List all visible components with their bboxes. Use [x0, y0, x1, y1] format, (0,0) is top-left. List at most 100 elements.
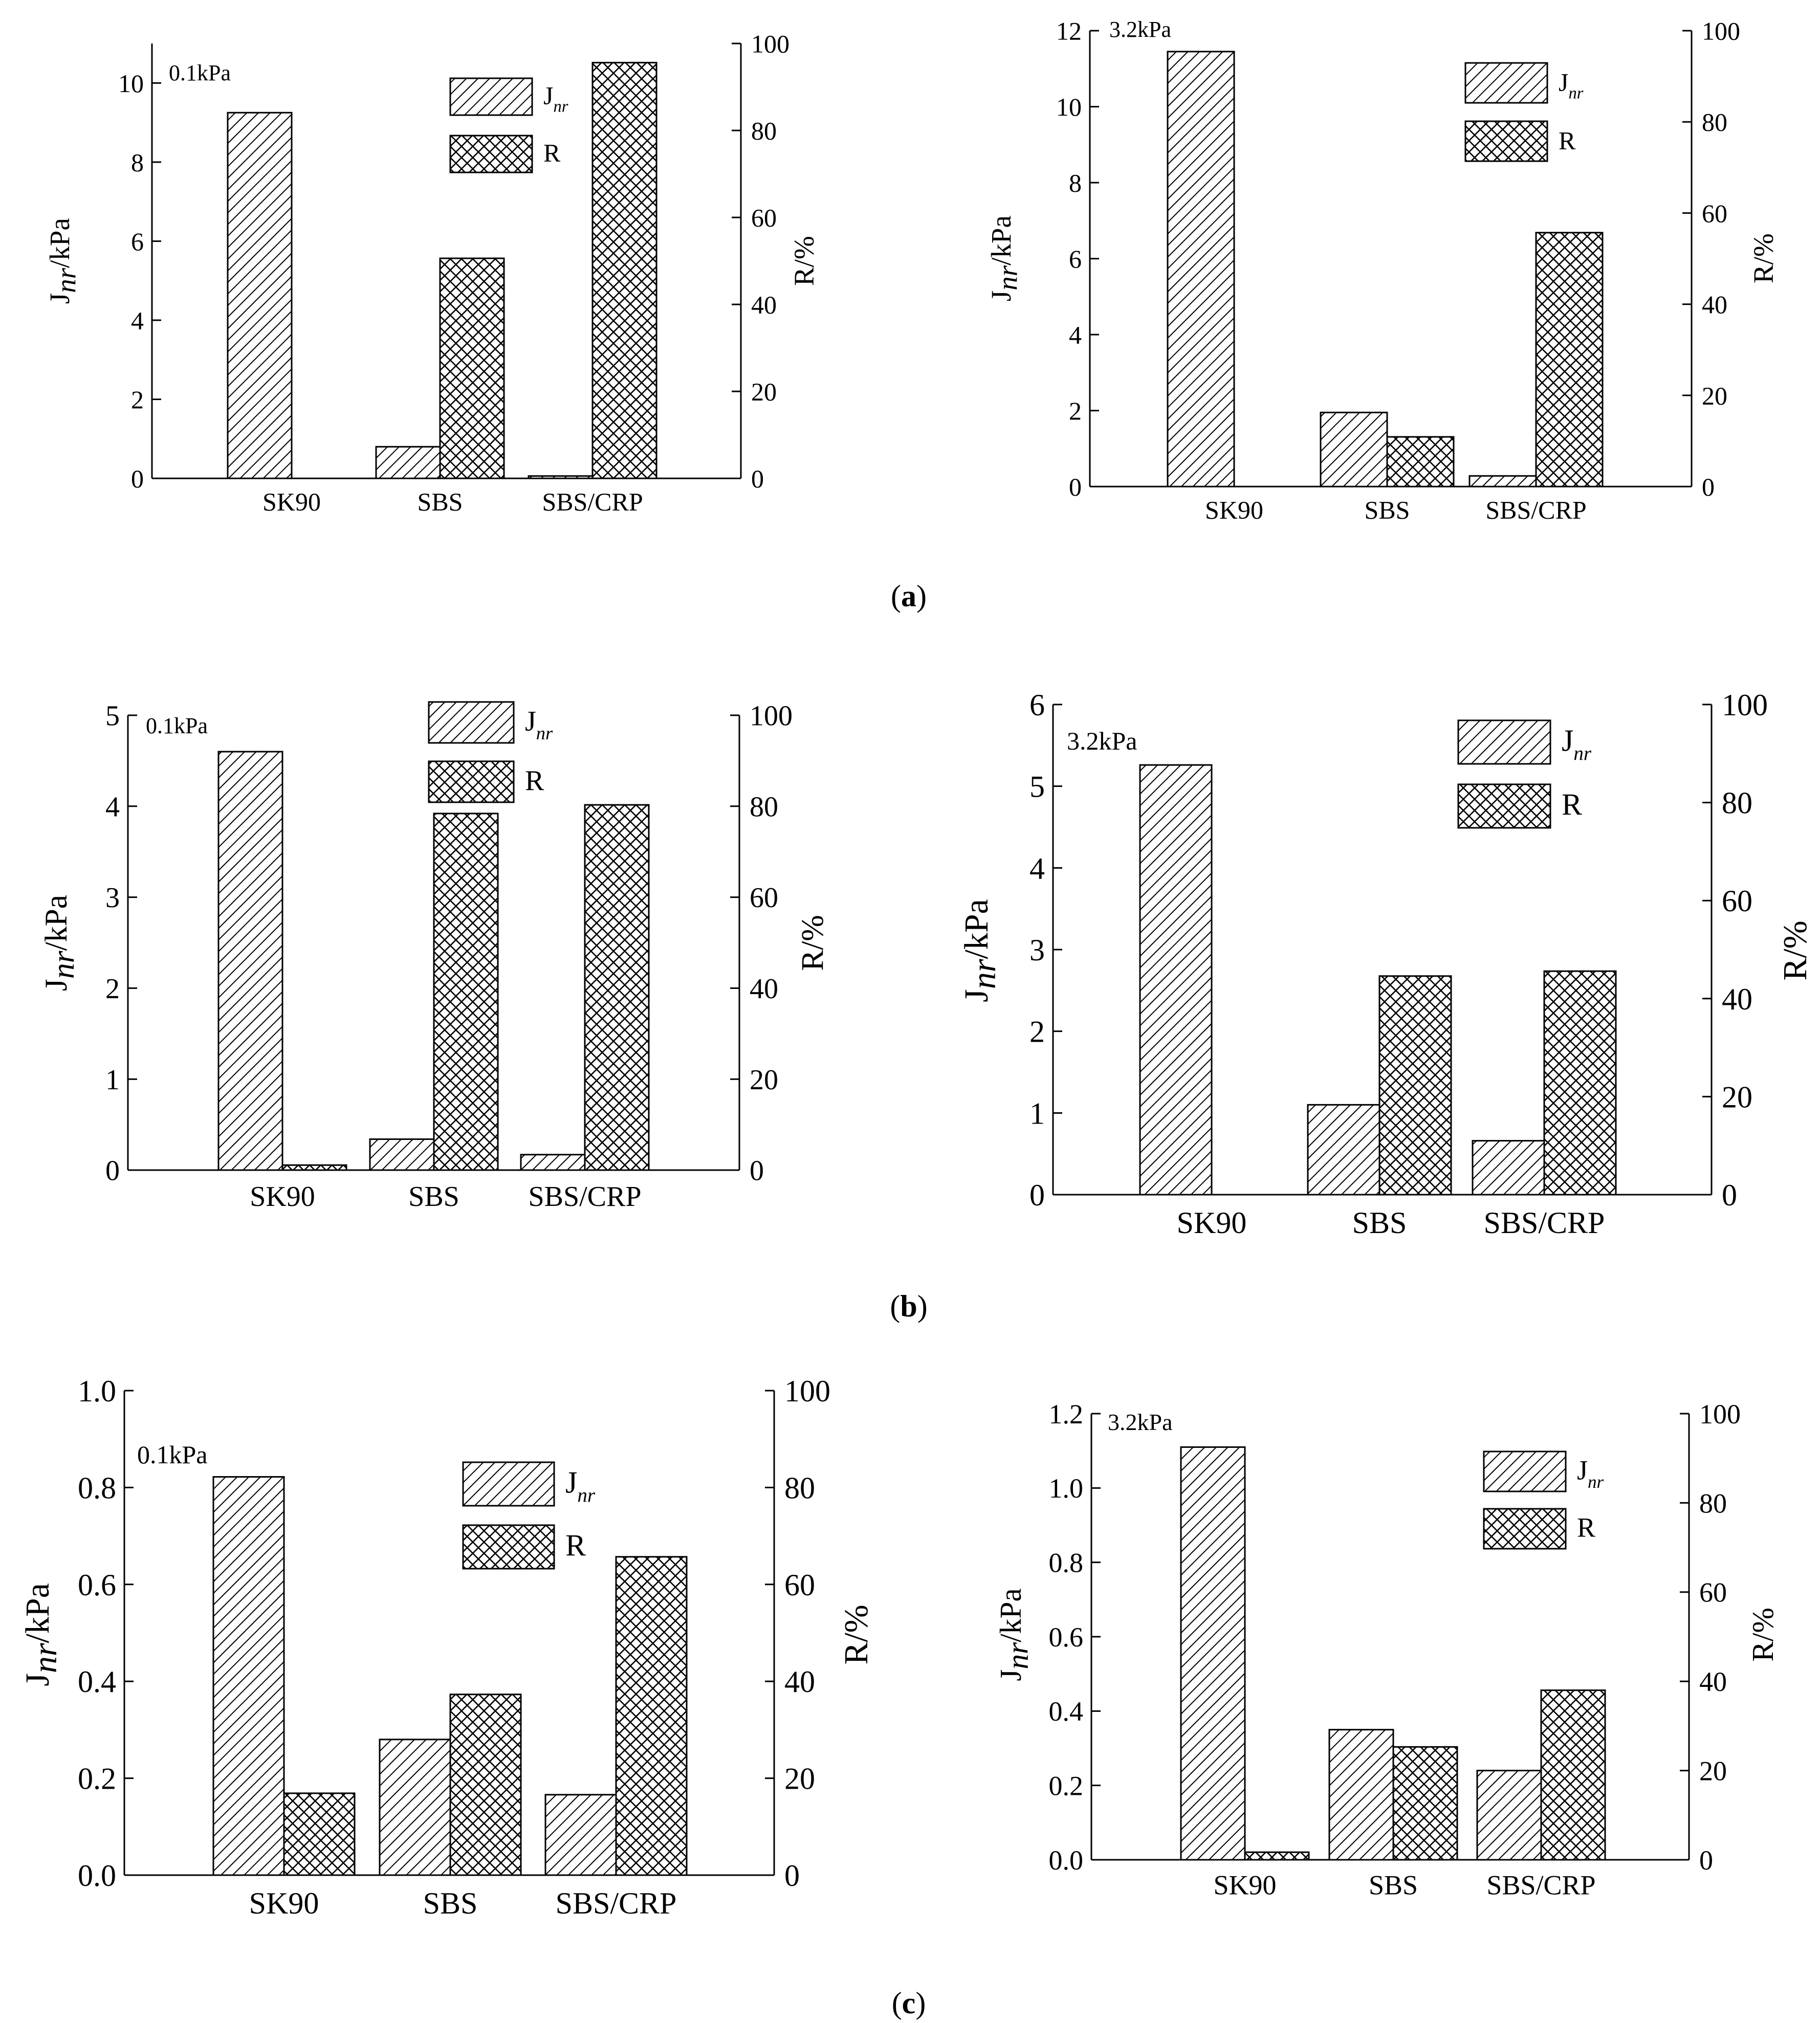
right-tick-label: 20: [1702, 381, 1727, 410]
left-tick-label: 2: [105, 973, 120, 1005]
bar-r-sbs: [439, 257, 505, 479]
left-tick-label: 1.0: [78, 1374, 116, 1408]
legend-swatch-jnr: [1457, 719, 1551, 765]
left-tick-label: 8: [131, 148, 144, 177]
legend-label-r: R: [1562, 788, 1582, 822]
right-tick-label: 60: [1699, 1577, 1727, 1608]
chart-panel-5: 0.0 0.2 0.4 0.6 0.8 1.0 0 20 40 60 80 100 SK90 SBS SBS…: [19, 1374, 875, 1920]
right-tick-label: 100: [1702, 17, 1740, 46]
right-tick-label: 20: [1699, 1756, 1727, 1787]
legend-label-r: R: [1577, 1512, 1595, 1543]
right-tick-label: 80: [784, 1471, 815, 1505]
stress-annotation: 3.2kPa: [1108, 1409, 1173, 1435]
bar-r-sbs-crp: [584, 804, 650, 1171]
bar-r-sbs-crp: [591, 61, 657, 479]
right-tick-label: 100: [751, 30, 790, 58]
category-label: SBS/CRP: [1484, 1206, 1605, 1240]
bar-r-sbs: [1386, 436, 1455, 488]
left-tick-label: 4: [105, 791, 120, 823]
legend-swatch-jnr: [449, 77, 533, 116]
left-tick-label: 4: [131, 306, 144, 335]
category-label: SBS: [1352, 1206, 1407, 1240]
legend-swatch-r: [1483, 1508, 1567, 1550]
left-tick-label: 6: [1029, 688, 1045, 722]
right-tick-label: 40: [784, 1665, 815, 1699]
category-label: SBS: [423, 1886, 478, 1920]
legend-label-jnr: Jnr: [1577, 1455, 1604, 1492]
left-tick-label: 8: [1069, 169, 1082, 197]
category-label: SBS/CRP: [1486, 1870, 1595, 1901]
left-axis-title: Jnr/kPa: [39, 895, 81, 991]
left-tick-label: 6: [1069, 245, 1082, 273]
bar-jnr-sbs: [375, 446, 441, 479]
legend-swatch-r: [449, 135, 533, 173]
bar-jnr-sbs-crp: [1468, 475, 1537, 488]
left-axis-title: Jnr/kPa: [994, 1588, 1035, 1681]
left-tick-label: 0.6: [1049, 1622, 1084, 1653]
legend-swatch-r: [1464, 120, 1548, 162]
category-label: SBS: [1365, 496, 1410, 524]
legend-label-jnr: Jnr: [565, 1466, 596, 1507]
bar-r-sbs: [1378, 975, 1452, 1196]
bar-r-sbs-crp: [615, 1556, 688, 1876]
left-tick-label: 0.6: [78, 1568, 116, 1602]
category-label: SBS/CRP: [542, 488, 643, 516]
right-tick-label: 20: [784, 1762, 815, 1796]
legend-label-jnr: Jnr: [1562, 724, 1592, 765]
left-axis-title: Jnr/kPa: [958, 899, 1003, 1002]
right-tick-label: 100: [750, 700, 793, 732]
legend-label-jnr: Jnr: [525, 706, 553, 743]
right-tick-label: 80: [1702, 108, 1727, 137]
bar-jnr-sbs: [1328, 1729, 1394, 1861]
category-label: SBS/CRP: [528, 1181, 641, 1213]
right-axis-title: R/%: [838, 1604, 875, 1664]
right-tick-label: 40: [1722, 982, 1752, 1016]
right-tick-label: 60: [1722, 884, 1752, 918]
category-label: SBS: [1369, 1870, 1418, 1901]
right-tick-label: 40: [751, 291, 777, 319]
right-tick-label: 0: [1702, 473, 1715, 501]
legend-swatch-r: [1457, 783, 1551, 829]
category-label: SK90: [249, 1886, 319, 1920]
chart-panel-2: 0 2 4 6 8 10 12 0 20 40 60 80 100 SK90 SBS SBS/CRP 3.2kP…: [985, 17, 1779, 524]
stress-annotation: 3.2kPa: [1067, 727, 1137, 755]
bar-jnr-sbs-crp: [1472, 1140, 1545, 1196]
left-tick-label: 4: [1029, 851, 1045, 885]
right-tick-label: 60: [784, 1568, 815, 1602]
legend-label-r: R: [1559, 126, 1576, 155]
right-tick-label: 80: [751, 117, 777, 145]
legend-label-r: R: [565, 1529, 586, 1563]
right-tick-label: 0: [751, 465, 764, 493]
left-tick-label: 10: [1056, 93, 1082, 121]
bar-r-sbs-crp: [1540, 1689, 1606, 1861]
left-tick-label: 0.2: [1049, 1771, 1084, 1801]
legend-swatch-jnr: [1483, 1450, 1567, 1492]
bar-r-sbs: [449, 1694, 522, 1876]
bar-jnr-sbs-crp: [1476, 1770, 1542, 1861]
bar-jnr-sk90: [227, 112, 293, 479]
bar-jnr-sk90: [217, 751, 283, 1171]
bar-r-sbs-crp: [1535, 232, 1604, 488]
category-label: SBS: [408, 1181, 459, 1213]
left-tick-label: 0: [131, 465, 144, 493]
left-tick-label: 1.0: [1049, 1473, 1084, 1504]
left-tick-label: 0.4: [1049, 1696, 1084, 1727]
left-tick-label: 6: [131, 227, 144, 256]
bar-jnr-sbs: [379, 1739, 451, 1876]
right-tick-label: 100: [1699, 1399, 1741, 1430]
bar-r-sbs: [1392, 1746, 1458, 1861]
bar-jnr-sbs-crp: [528, 475, 594, 479]
category-label: SK90: [1213, 1870, 1276, 1901]
bar-jnr-sbs: [369, 1138, 435, 1171]
chart-panel-6: 0.0 0.2 0.4 0.6 0.8 1.0 1.2 0 20 40 60 80 100 SK90 SBS…: [994, 1399, 1780, 1901]
left-tick-label: 5: [105, 700, 120, 732]
bar-r-sbs-crp: [1543, 970, 1617, 1196]
bar-r-sk90: [283, 1792, 356, 1876]
left-tick-label: 1: [105, 1064, 120, 1096]
left-tick-label: 2: [1069, 397, 1082, 425]
right-tick-label: 100: [1722, 688, 1768, 722]
bar-jnr-sk90: [1167, 51, 1235, 488]
right-tick-label: 100: [784, 1374, 830, 1408]
legend-swatch-r: [462, 1524, 555, 1570]
